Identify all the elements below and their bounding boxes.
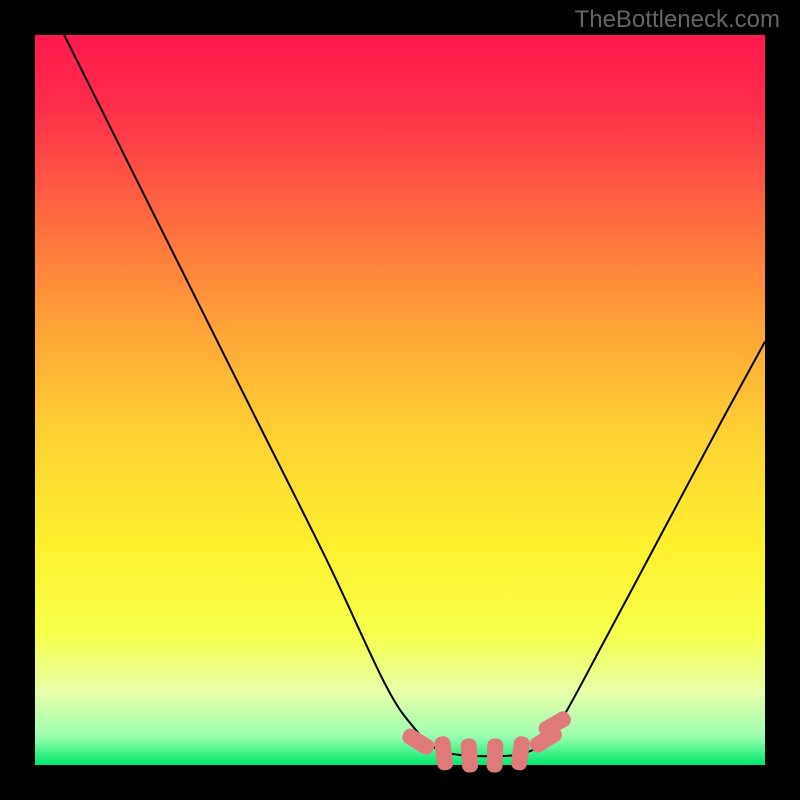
chart-stage: TheBottleneck.com <box>0 0 800 800</box>
curve-marker <box>486 738 503 773</box>
chart-svg <box>0 0 800 800</box>
watermark-text: TheBottleneck.com <box>575 6 780 34</box>
plot-background <box>35 35 765 765</box>
curve-marker <box>460 738 478 773</box>
